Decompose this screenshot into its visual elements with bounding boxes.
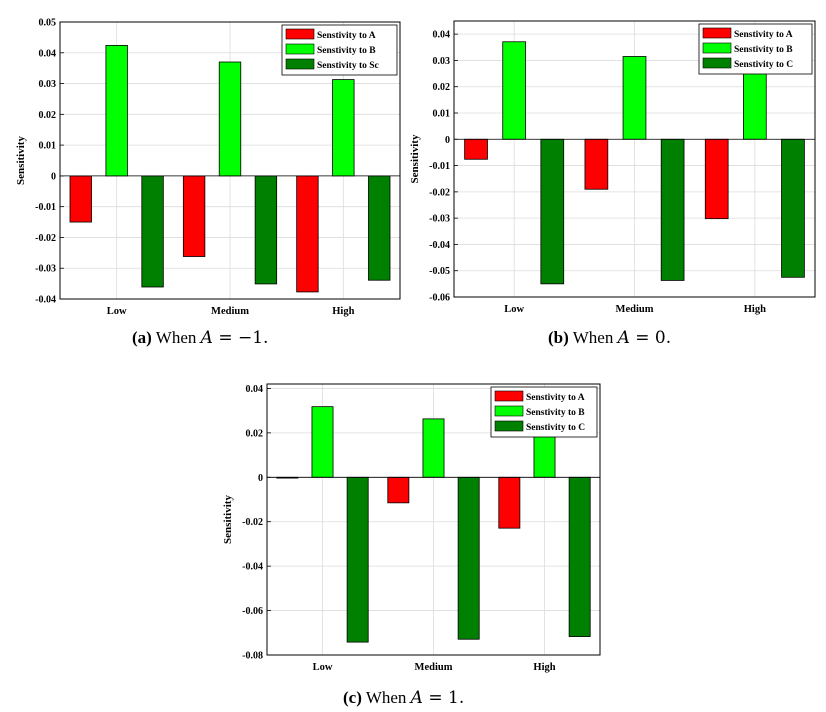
y-tick-label: -0.02 xyxy=(429,187,450,198)
bar-senstivity-to-a-medium xyxy=(182,175,206,257)
legend-swatch xyxy=(702,27,732,39)
y-tick-label: 0.02 xyxy=(39,110,57,121)
y-tick-label: 0.01 xyxy=(39,141,57,152)
legend-swatch xyxy=(285,58,315,70)
y-tick-label: -0.01 xyxy=(35,202,56,213)
y-tick-label: -0.06 xyxy=(429,293,450,304)
bar-senstivity-to-c-low xyxy=(540,138,565,285)
caption-c: (c) When A = 1. xyxy=(343,688,465,708)
y-tick-label: 0 xyxy=(51,171,56,182)
plot-frame xyxy=(266,383,601,656)
bar-senstivity-to-b-low xyxy=(105,44,128,177)
legend: Senstivity to A Senstivity to B Senstivity… xyxy=(490,386,598,438)
x-tick-label: Medium xyxy=(211,306,249,317)
caption-b: (b) When A = 0. xyxy=(548,328,672,348)
legend-swatch xyxy=(494,390,524,402)
bar-senstivity-to-c-medium xyxy=(457,476,480,640)
x-tick-label: Low xyxy=(504,304,524,315)
y-tick-label: 0 xyxy=(258,473,263,484)
legend-label: Senstivity to C xyxy=(734,60,793,70)
bar-senstivity-to-a-high xyxy=(704,138,729,220)
y-tick-label: 0.03 xyxy=(433,56,451,67)
bar-senstivity-to-b-high xyxy=(743,70,767,140)
y-tick-label: -0.06 xyxy=(242,606,263,617)
legend-label: Senstivity to A xyxy=(734,30,793,40)
y-tick-label: -0.08 xyxy=(242,651,263,662)
legend-label: Senstivity to Sc xyxy=(317,61,379,71)
legend-swatch xyxy=(285,43,315,55)
bar-senstivity-to-sc-high xyxy=(368,175,391,281)
bar-senstivity-to-a-low xyxy=(69,175,92,223)
bar-senstivity-to-c-low xyxy=(346,476,369,643)
caption-a: (a) When A = −1. xyxy=(132,328,269,348)
y-tick-label: -0.04 xyxy=(242,562,263,573)
legend-swatch xyxy=(702,57,732,69)
y-tick-label: -0.01 xyxy=(429,161,450,172)
legend-swatch xyxy=(285,28,315,40)
y-tick-label: 0 xyxy=(445,135,450,146)
bar-senstivity-to-a-medium xyxy=(584,138,609,190)
x-tick-label: High xyxy=(332,306,354,317)
y-axis-label: Sensitivity xyxy=(15,136,27,185)
bar-senstivity-to-a-low xyxy=(464,138,488,160)
bar-senstivity-to-c-high xyxy=(568,476,591,637)
bar-senstivity-to-b-low xyxy=(311,406,334,478)
x-tick-label: Low xyxy=(313,662,333,673)
y-tick-label: -0.04 xyxy=(35,295,56,306)
legend-label: Senstivity to B xyxy=(317,46,376,56)
legend-label: Senstivity to A xyxy=(526,393,585,403)
bar-senstivity-to-b-medium xyxy=(622,56,647,140)
bar-senstivity-to-sc-medium xyxy=(254,175,278,285)
legend: Senstivity to A Senstivity to B Senstivity… xyxy=(698,23,813,75)
bar-senstivity-to-b-high xyxy=(533,431,556,478)
legend-swatch xyxy=(702,42,732,54)
y-tick-label: 0.04 xyxy=(246,384,264,395)
bar-senstivity-to-c-medium xyxy=(660,138,685,281)
x-tick-label: Medium xyxy=(415,662,453,673)
chart-b: -0.06 -0.05 -0.04 -0.03 -0.02 -0.01 0 0.01 0.02 0… xyxy=(409,20,816,315)
chart-a: -0.04 -0.03 -0.02 -0.01 0 0.01 0.02 0.03 0.04 0.0… xyxy=(15,18,401,317)
legend: Senstivity to A Senstivity to B Senstivity… xyxy=(281,24,398,76)
legend-swatch xyxy=(494,420,524,432)
y-tick-label: 0.05 xyxy=(39,18,57,29)
legend-swatch xyxy=(494,405,524,417)
y-tick-label: -0.05 xyxy=(429,266,450,277)
y-tick-label: 0.01 xyxy=(433,109,451,120)
bar-senstivity-to-sc-low xyxy=(141,175,164,288)
legend-label: Senstivity to B xyxy=(734,45,793,55)
bar-senstivity-to-a-medium xyxy=(387,476,410,504)
x-tick-label: High xyxy=(533,662,555,673)
legend-label: Senstivity to C xyxy=(526,423,585,433)
y-tick-label: 0.03 xyxy=(39,79,57,90)
y-tick-label: 0.04 xyxy=(433,30,451,41)
bar-senstivity-to-a-high xyxy=(296,175,319,293)
bar-senstivity-to-b-medium xyxy=(422,418,445,478)
plot-frame xyxy=(453,20,816,298)
y-tick-label: 0.02 xyxy=(433,82,451,93)
chart-c: -0.08 -0.06 -0.04 -0.02 0 0.02 0.04 Low Medium Hi… xyxy=(222,383,601,673)
y-axis-label: Sensitivity xyxy=(222,495,234,544)
legend-label: Senstivity to A xyxy=(317,31,376,41)
y-tick-label: -0.02 xyxy=(35,233,56,244)
bar-senstivity-to-c-high xyxy=(781,138,805,278)
x-tick-label: Medium xyxy=(616,304,654,315)
y-tick-label: -0.03 xyxy=(35,264,56,275)
bar-senstivity-to-b-medium xyxy=(218,61,242,177)
bar-senstivity-to-b-low xyxy=(502,41,526,140)
y-tick-label: -0.03 xyxy=(429,214,450,225)
legend-label: Senstivity to B xyxy=(526,408,585,418)
y-tick-label: 0.02 xyxy=(246,428,264,439)
y-tick-label: -0.04 xyxy=(429,240,450,251)
x-tick-label: Low xyxy=(107,306,127,317)
y-axis-label: Sensitivity xyxy=(409,134,421,183)
plot-frame xyxy=(59,21,401,300)
bar-senstivity-to-a-high xyxy=(498,476,521,529)
y-tick-label: -0.02 xyxy=(242,517,263,528)
y-tick-label: 0.04 xyxy=(39,48,57,59)
x-tick-label: High xyxy=(744,304,766,315)
bar-senstivity-to-b-high xyxy=(332,79,355,177)
